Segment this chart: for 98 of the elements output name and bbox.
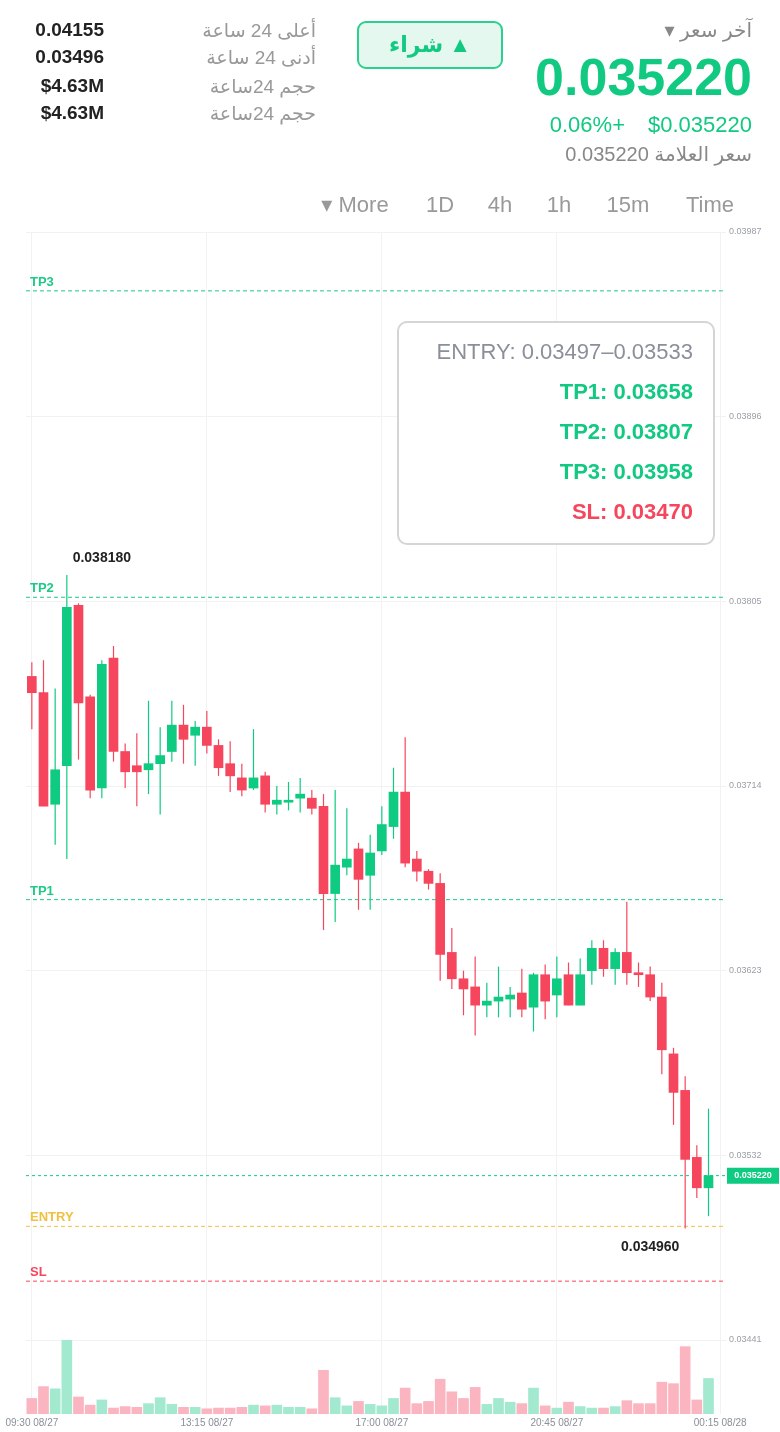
text: 1D	[425, 192, 455, 219]
ref-line-label: SL	[30, 1264, 47, 1280]
y-tick-label: 0.03896	[729, 411, 762, 422]
ref-line-label: ENTRY	[30, 1209, 74, 1225]
bar	[691, 1399, 703, 1414]
candlestick	[213, 738, 224, 777]
candlestick	[458, 970, 469, 1016]
candlestick	[412, 850, 422, 882]
candlestick	[225, 740, 235, 793]
ref-line-label: TP3	[30, 273, 54, 289]
text: 1h	[546, 192, 572, 219]
candlestick	[610, 947, 620, 986]
candlestick	[143, 700, 154, 795]
candlestick	[272, 785, 282, 816]
ref-line-label: TP1	[30, 882, 54, 898]
bar	[131, 1407, 143, 1414]
text: $4.63M	[40, 102, 104, 125]
bar	[248, 1404, 259, 1414]
x-tick-label: 20:45 08/27	[530, 1416, 584, 1428]
bar	[166, 1404, 178, 1414]
text: 4h	[487, 192, 513, 219]
y-tick-label: 0.03441	[729, 1334, 762, 1345]
bar	[516, 1403, 528, 1414]
annotation: TP1: 0.03658	[559, 379, 693, 405]
text: ▲ شراء	[357, 21, 503, 69]
text: $0.035220	[648, 112, 752, 139]
annotation: SL: 0.03470	[571, 499, 693, 525]
candlestick	[295, 777, 305, 813]
text: 0.03496	[35, 46, 104, 69]
annotation: 0.034960	[620, 1238, 680, 1255]
bar	[528, 1387, 539, 1414]
candlestick	[342, 807, 352, 876]
candlestick	[598, 939, 609, 978]
candlestick	[587, 939, 597, 986]
bar	[574, 1406, 586, 1414]
candlestick	[622, 901, 632, 986]
text: 15m	[606, 192, 650, 219]
bar	[563, 1401, 574, 1414]
bar	[236, 1407, 248, 1414]
bar	[353, 1401, 364, 1414]
candlestick	[237, 763, 247, 797]
candlestick	[178, 704, 189, 765]
bar	[329, 1397, 341, 1414]
text: 0.06%+	[549, 112, 625, 139]
text: $4.63M	[40, 75, 104, 98]
text: سعر العلامة 0.035220	[565, 142, 752, 166]
text: أدنى 24 ساعة	[206, 47, 316, 70]
candlestick	[307, 789, 317, 816]
y-tick-label: 0.03987	[729, 226, 762, 237]
candlestick	[552, 955, 562, 1018]
x-tick-label: 17:00 08/27	[355, 1416, 409, 1428]
y-tick-label: 0.03623	[729, 965, 762, 976]
text: أعلى 24 ساعة	[202, 20, 316, 43]
ref-line-label: TP2	[30, 580, 54, 596]
candlestick	[703, 1108, 714, 1217]
text: Time	[685, 192, 735, 219]
y-tick-label: 0.03714	[729, 780, 762, 791]
annotation: TP3: 0.03958	[559, 459, 693, 485]
bar	[551, 1407, 563, 1414]
text: آخر سعر ▾	[664, 18, 752, 42]
candlestick	[517, 968, 527, 1018]
bar	[49, 1388, 61, 1414]
candlestick	[645, 966, 655, 1002]
text: ▾ More	[321, 192, 389, 219]
bar	[586, 1407, 598, 1414]
bar	[364, 1404, 376, 1414]
ref-line-label: 0.035220	[734, 1170, 772, 1181]
candlestick	[27, 661, 37, 730]
candlestick	[155, 726, 165, 816]
bar	[96, 1399, 108, 1414]
text: 0.035220	[535, 47, 752, 108]
text: حجم 24ساعة	[209, 103, 316, 126]
candlestick	[470, 955, 480, 1037]
candlestick	[190, 720, 200, 767]
bar	[609, 1406, 621, 1414]
annotation: 0.038180	[72, 548, 132, 565]
bar	[598, 1407, 609, 1414]
candlestick	[120, 742, 130, 789]
text: حجم 24ساعة	[209, 76, 316, 99]
bar	[61, 1340, 73, 1414]
candlestick	[132, 732, 142, 807]
y-tick-label: 0.03805	[729, 595, 762, 606]
candlestick	[633, 961, 644, 988]
bar	[189, 1407, 201, 1414]
x-tick-label: 13:15 08/27	[180, 1416, 234, 1428]
annotation: ENTRY: 0.03497–0.03533	[436, 339, 693, 365]
x-tick-label: 09:30 08/27	[5, 1416, 59, 1428]
text: 0.04155	[35, 19, 104, 42]
bar	[399, 1387, 411, 1414]
bar	[703, 1378, 714, 1414]
annotation: TP2: 0.03807	[559, 419, 693, 445]
x-tick-label: 00:15 08/28	[693, 1416, 748, 1428]
candlestick	[423, 868, 434, 891]
candlestick	[365, 834, 375, 911]
candlestick	[283, 781, 294, 811]
y-tick-label: 0.03532	[729, 1149, 762, 1160]
candlestick	[202, 710, 212, 755]
bar	[178, 1407, 189, 1414]
